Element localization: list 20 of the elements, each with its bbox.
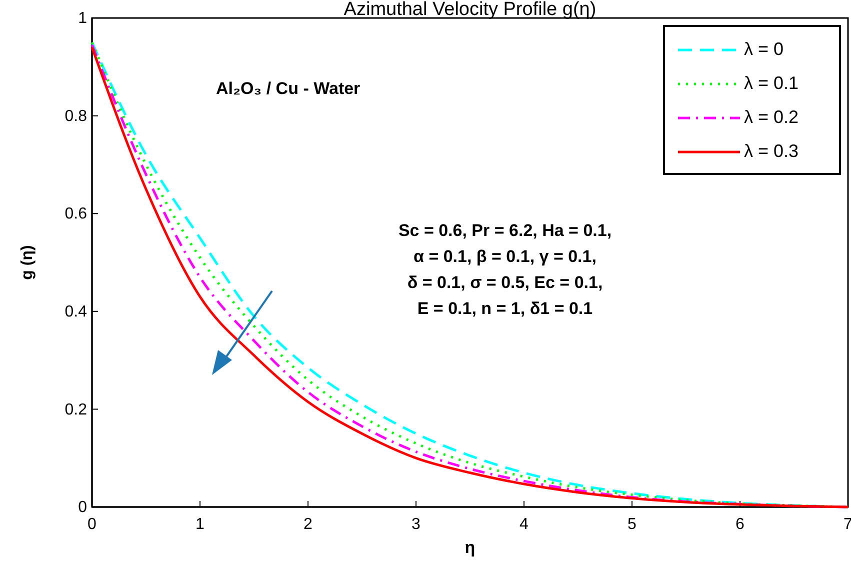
x-tick-label: 5 [628, 516, 637, 534]
y-tick-label: 0 [78, 499, 88, 516]
y-tick-label: 0.2 [64, 401, 88, 418]
annotation: Al₂O₃ / Cu - Water [216, 79, 361, 98]
legend-label: λ = 0.3 [744, 140, 799, 161]
x-tick-label: 2 [304, 516, 313, 534]
annotation: Sc = 0.6, Pr = 6.2, Ha = 0.1, α = 0.1, β = 0.1, γ = 0.1, δ = 0.1, σ = 0.5, Ec = 0.1, E = 0.1, n = 1, δ1 = 0.1 [398, 221, 612, 318]
y-tick-label: 1 [78, 10, 88, 28]
y-tick-label: 0.8 [64, 108, 88, 125]
legend-label: λ = 0.1 [744, 72, 799, 93]
x-tick-label: 4 [520, 516, 529, 534]
y-tick-label: 0.6 [64, 206, 88, 223]
x-tick-label: 1 [196, 516, 205, 534]
y-axis-title: g (η) [19, 245, 36, 280]
x-tick-label: 3 [412, 516, 421, 534]
y-tick-label: 0.4 [64, 304, 88, 321]
x-axis-title: η [464, 538, 476, 557]
x-tick-label: 6 [736, 516, 745, 534]
legend-label: λ = 0.2 [744, 106, 799, 127]
legend-label: λ = 0 [744, 38, 784, 59]
